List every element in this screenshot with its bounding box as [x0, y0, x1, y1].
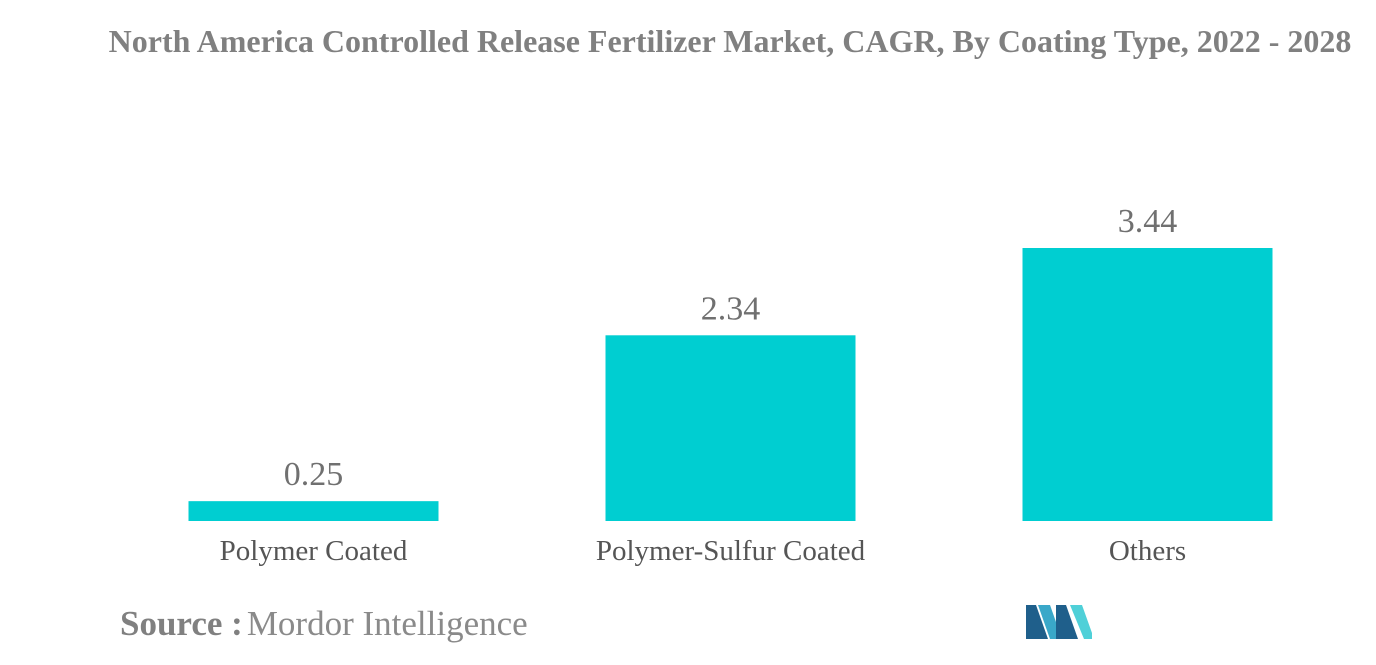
- mordor-intelligence-logo-icon: [1026, 605, 1092, 639]
- bar-1: [605, 335, 856, 521]
- category-labels-group: Polymer Coated Polymer-Sulfur Coated Other…: [220, 535, 1187, 567]
- category-label-0: Polymer Coated: [220, 535, 408, 567]
- bars-group: [188, 248, 1273, 521]
- value-label-0: 0.25: [284, 456, 344, 493]
- value-labels-group: 0.25 2.34 3.44: [284, 203, 1178, 493]
- logo-shape-mid-right: [1056, 605, 1078, 639]
- logo-shape-right: [1070, 605, 1092, 639]
- bar-0: [188, 501, 439, 521]
- category-label-1: Polymer-Sulfur Coated: [596, 535, 866, 567]
- value-label-1: 2.34: [701, 290, 761, 327]
- source-label: Source :: [120, 604, 243, 643]
- source-text: Mordor Intelligence: [246, 604, 528, 643]
- logo-shape-left: [1026, 605, 1048, 639]
- bar-2: [1022, 248, 1273, 521]
- value-label-2: 3.44: [1118, 203, 1178, 240]
- chart-title: North America Controlled Release Fertili…: [108, 23, 1352, 59]
- source-line: Source : Mordor Intelligence: [120, 604, 528, 644]
- category-label-2: Others: [1109, 535, 1186, 567]
